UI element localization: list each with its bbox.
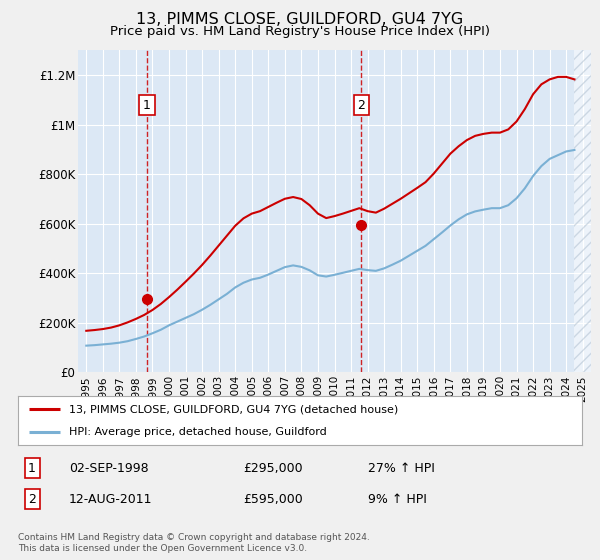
Text: HPI: Average price, detached house, Guildford: HPI: Average price, detached house, Guil… xyxy=(69,427,326,437)
Text: 27% ↑ HPI: 27% ↑ HPI xyxy=(368,461,434,474)
Text: £595,000: £595,000 xyxy=(244,493,304,506)
Text: £295,000: £295,000 xyxy=(244,461,303,474)
Text: 1: 1 xyxy=(143,99,151,111)
Text: 9% ↑ HPI: 9% ↑ HPI xyxy=(368,493,427,506)
Text: 13, PIMMS CLOSE, GUILDFORD, GU4 7YG (detached house): 13, PIMMS CLOSE, GUILDFORD, GU4 7YG (det… xyxy=(69,404,398,414)
Text: 1: 1 xyxy=(28,461,36,474)
Text: Price paid vs. HM Land Registry's House Price Index (HPI): Price paid vs. HM Land Registry's House … xyxy=(110,25,490,38)
Text: 2: 2 xyxy=(358,99,365,111)
Text: Contains HM Land Registry data © Crown copyright and database right 2024.
This d: Contains HM Land Registry data © Crown c… xyxy=(18,533,370,553)
Text: 02-SEP-1998: 02-SEP-1998 xyxy=(69,461,148,474)
Bar xyxy=(574,50,599,372)
Text: 12-AUG-2011: 12-AUG-2011 xyxy=(69,493,152,506)
Text: 13, PIMMS CLOSE, GUILDFORD, GU4 7YG: 13, PIMMS CLOSE, GUILDFORD, GU4 7YG xyxy=(136,12,464,27)
Text: 2: 2 xyxy=(28,493,36,506)
